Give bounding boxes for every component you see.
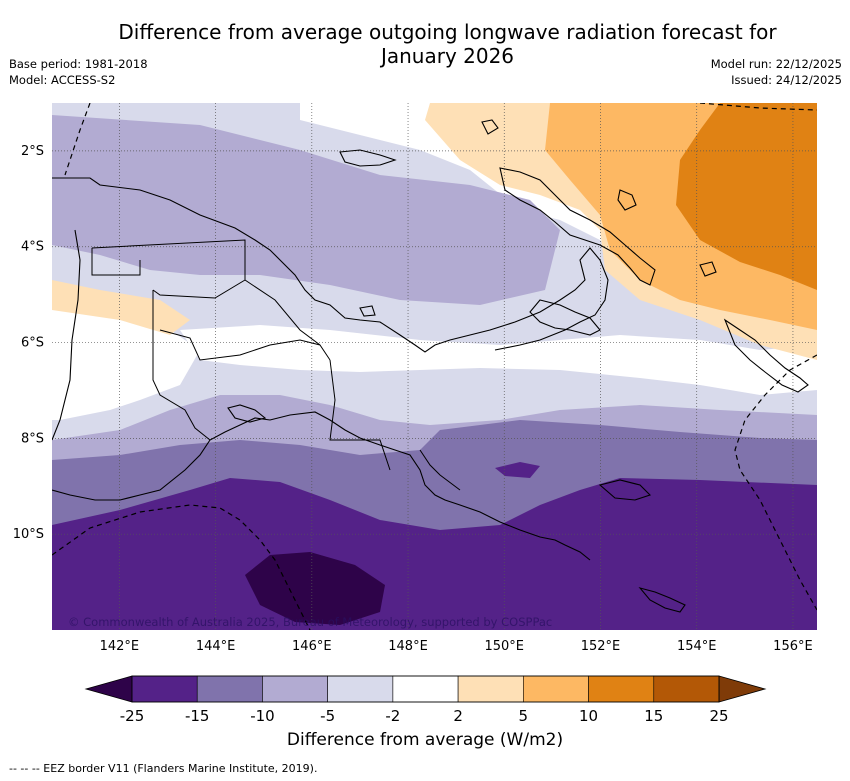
field-extreme-low	[245, 552, 385, 625]
colorbar-tick-label: -10	[250, 707, 275, 725]
lon-label: 154°E	[677, 639, 717, 654]
base-period: Base period: 1981-2018	[9, 57, 148, 71]
island-south-east	[598, 479, 652, 501]
province-border-5	[159, 329, 321, 361]
coastlines	[52, 119, 809, 613]
field-band-neg25	[52, 478, 817, 630]
new-guinea-south-coast	[52, 411, 591, 561]
model-run: Model run: 22/12/2025	[710, 57, 842, 71]
eez-border-south	[52, 504, 311, 630]
new-guinea-north-coast	[52, 177, 609, 353]
colorbar-tick-label: 10	[579, 707, 598, 725]
colorbar-tick-label: -2	[385, 707, 400, 725]
chart-title: Difference from average outgoing longwav…	[60, 20, 835, 68]
eez-borders	[52, 103, 817, 630]
colorbar: -25 -15 -10 -5 -2 2 5 10 15 25	[84, 675, 767, 725]
province-border-4	[329, 359, 391, 471]
lon-label: 156°E	[773, 639, 813, 654]
eez-border-northeast	[699, 103, 817, 111]
field-band-pos10	[676, 103, 817, 290]
field-neutral-central	[180, 325, 817, 395]
field-positive-west	[52, 280, 190, 335]
lon-label: 152°E	[581, 639, 621, 654]
island-north-1	[481, 119, 499, 135]
west-coast	[52, 229, 81, 441]
colorbar-under-arrow	[84, 675, 133, 703]
lon-label: 150°E	[484, 639, 524, 654]
latitude-labels: 2°S 4°S 6°S 8°S 10°S	[13, 144, 44, 542]
metadata-right: Model run: 22/12/2025 Issued: 24/12/2025	[711, 56, 842, 88]
lon-label: 142°E	[100, 639, 140, 654]
anomaly-field: © Commonwealth of Australia 2025, Bureau…	[52, 103, 817, 630]
island-central-1	[359, 305, 376, 317]
colorbar-over-arrow	[718, 675, 767, 703]
colorbar-tick-label: 25	[709, 707, 728, 725]
colorbar-label: Difference from average (W/m2)	[286, 730, 564, 750]
model-name: Model: ACCESS-S2	[9, 73, 116, 87]
issued-date: Issued: 24/12/2025	[731, 73, 842, 87]
colorbar-tick-label: 15	[644, 707, 663, 725]
international-border	[152, 290, 211, 441]
field-band-neg25-patch	[495, 462, 540, 478]
new-britain-west	[529, 299, 601, 336]
new-britain	[499, 167, 656, 286]
province-border-2	[91, 248, 141, 276]
field-band-neg10-north	[52, 115, 560, 305]
province-border-1	[91, 239, 246, 299]
colorbar-outline	[131, 675, 720, 703]
eez-border-northwest	[64, 103, 91, 176]
colorbar-tick-label: -5	[320, 707, 335, 725]
lon-label: 146°E	[292, 639, 332, 654]
colorbar-tick-label: 5	[519, 707, 529, 725]
colorbar-bin	[588, 675, 655, 703]
colorbar-bin	[457, 675, 524, 703]
colorbar-bin	[392, 675, 459, 703]
colorbar-tick-label: 2	[453, 707, 463, 725]
gridlines	[52, 103, 817, 630]
colorbar-bin	[653, 675, 720, 703]
eez-footnote: -- -- -- EEZ border V11 (Flanders Marine…	[9, 762, 318, 775]
island-east-1	[699, 261, 717, 277]
lat-label: 8°S	[21, 431, 44, 446]
lat-label: 6°S	[21, 336, 44, 351]
lat-label: 4°S	[21, 240, 44, 255]
gulf-delta	[227, 404, 267, 423]
title-line-2: January 2026	[380, 44, 515, 68]
eez-border-east	[734, 354, 817, 611]
colorbar-bin	[131, 675, 198, 703]
lat-label: 10°S	[13, 527, 44, 542]
colorbar-bin	[523, 675, 589, 703]
metadata-left: Base period: 1981-2018 Model: ACCESS-S2	[9, 56, 148, 88]
province-border-3	[244, 279, 331, 361]
colorbar-bin	[196, 675, 263, 703]
copyright-watermark: © Commonwealth of Australia 2025, Bureau…	[68, 615, 552, 629]
colorbar-bin	[327, 675, 394, 703]
lon-label: 144°E	[196, 639, 236, 654]
manus-island	[339, 149, 397, 167]
borders	[91, 239, 461, 491]
longitude-labels: 142°E 144°E 146°E 148°E 150°E 152°E 154°E 156°E	[100, 639, 813, 654]
colorbar-tick-label: -15	[185, 707, 210, 725]
island-north-2	[617, 189, 637, 211]
lon-label: 148°E	[388, 639, 428, 654]
province-border-6	[419, 449, 461, 491]
title-line-1: Difference from average outgoing longwav…	[118, 20, 777, 44]
lat-label: 2°S	[21, 144, 44, 159]
colorbar-tick-label: -25	[120, 707, 145, 725]
rossel-island	[638, 587, 686, 613]
bougainville	[723, 318, 809, 393]
colorbar-bin	[262, 675, 328, 703]
